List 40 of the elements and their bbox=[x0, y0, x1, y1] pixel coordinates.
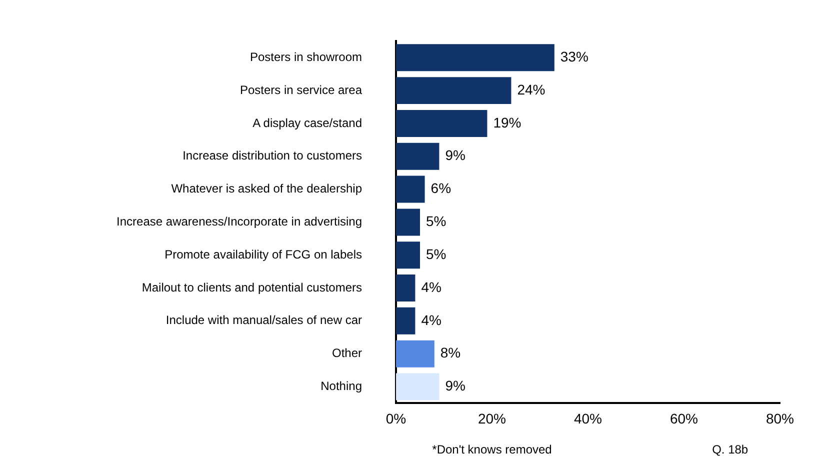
data-label: 4% bbox=[421, 312, 442, 328]
y-tick-label: A display case/stand bbox=[252, 116, 362, 130]
x-tick-label: 20% bbox=[478, 410, 506, 426]
data-label: 6% bbox=[430, 180, 452, 196]
y-tick-label: Promote availability of FCG on labels bbox=[164, 247, 362, 262]
data-label: 8% bbox=[440, 344, 461, 361]
data-label: 9% bbox=[445, 378, 466, 394]
bar bbox=[396, 110, 488, 137]
data-label: 19% bbox=[493, 114, 522, 130]
y-tick-label: Increase distribution to customers bbox=[182, 148, 362, 163]
bar bbox=[396, 142, 440, 170]
bar bbox=[396, 77, 512, 104]
x-tick-label: 0% bbox=[386, 410, 406, 426]
x-tick-label: 60% bbox=[670, 410, 698, 426]
y-tick-label: Mailout to clients and potential customers bbox=[142, 280, 362, 294]
y-tick-label: Whatever is asked of the dealership bbox=[171, 182, 362, 196]
y-tick-label: Nothing bbox=[320, 379, 362, 394]
text: Q. 18b bbox=[712, 442, 748, 456]
bar bbox=[396, 307, 416, 334]
x-tick-label: 40% bbox=[574, 410, 602, 426]
y-tick-label: Include with manual/sales of new car bbox=[166, 313, 362, 328]
x-tick-label: 80% bbox=[766, 410, 794, 426]
bar bbox=[396, 340, 434, 368]
bar bbox=[396, 373, 440, 400]
data-label: 9% bbox=[445, 147, 466, 164]
bar bbox=[396, 242, 420, 269]
bar bbox=[396, 176, 425, 203]
y-tick-label: Other bbox=[332, 346, 362, 360]
y-tick-label: Posters in service area bbox=[240, 82, 362, 97]
data-label: 4% bbox=[421, 278, 442, 295]
data-label: 33% bbox=[560, 48, 588, 65]
data-label: 5% bbox=[426, 213, 446, 230]
data-label: 24% bbox=[517, 81, 546, 98]
data-label: 5% bbox=[426, 246, 446, 262]
y-tick-label: Posters in showroom bbox=[250, 50, 362, 64]
y-tick-label: Increase awareness/Incorporate in advertising bbox=[116, 214, 362, 229]
bar bbox=[396, 44, 554, 72]
bar bbox=[396, 208, 420, 236]
text: *Don't knows removed bbox=[432, 442, 552, 456]
bar bbox=[396, 274, 416, 302]
